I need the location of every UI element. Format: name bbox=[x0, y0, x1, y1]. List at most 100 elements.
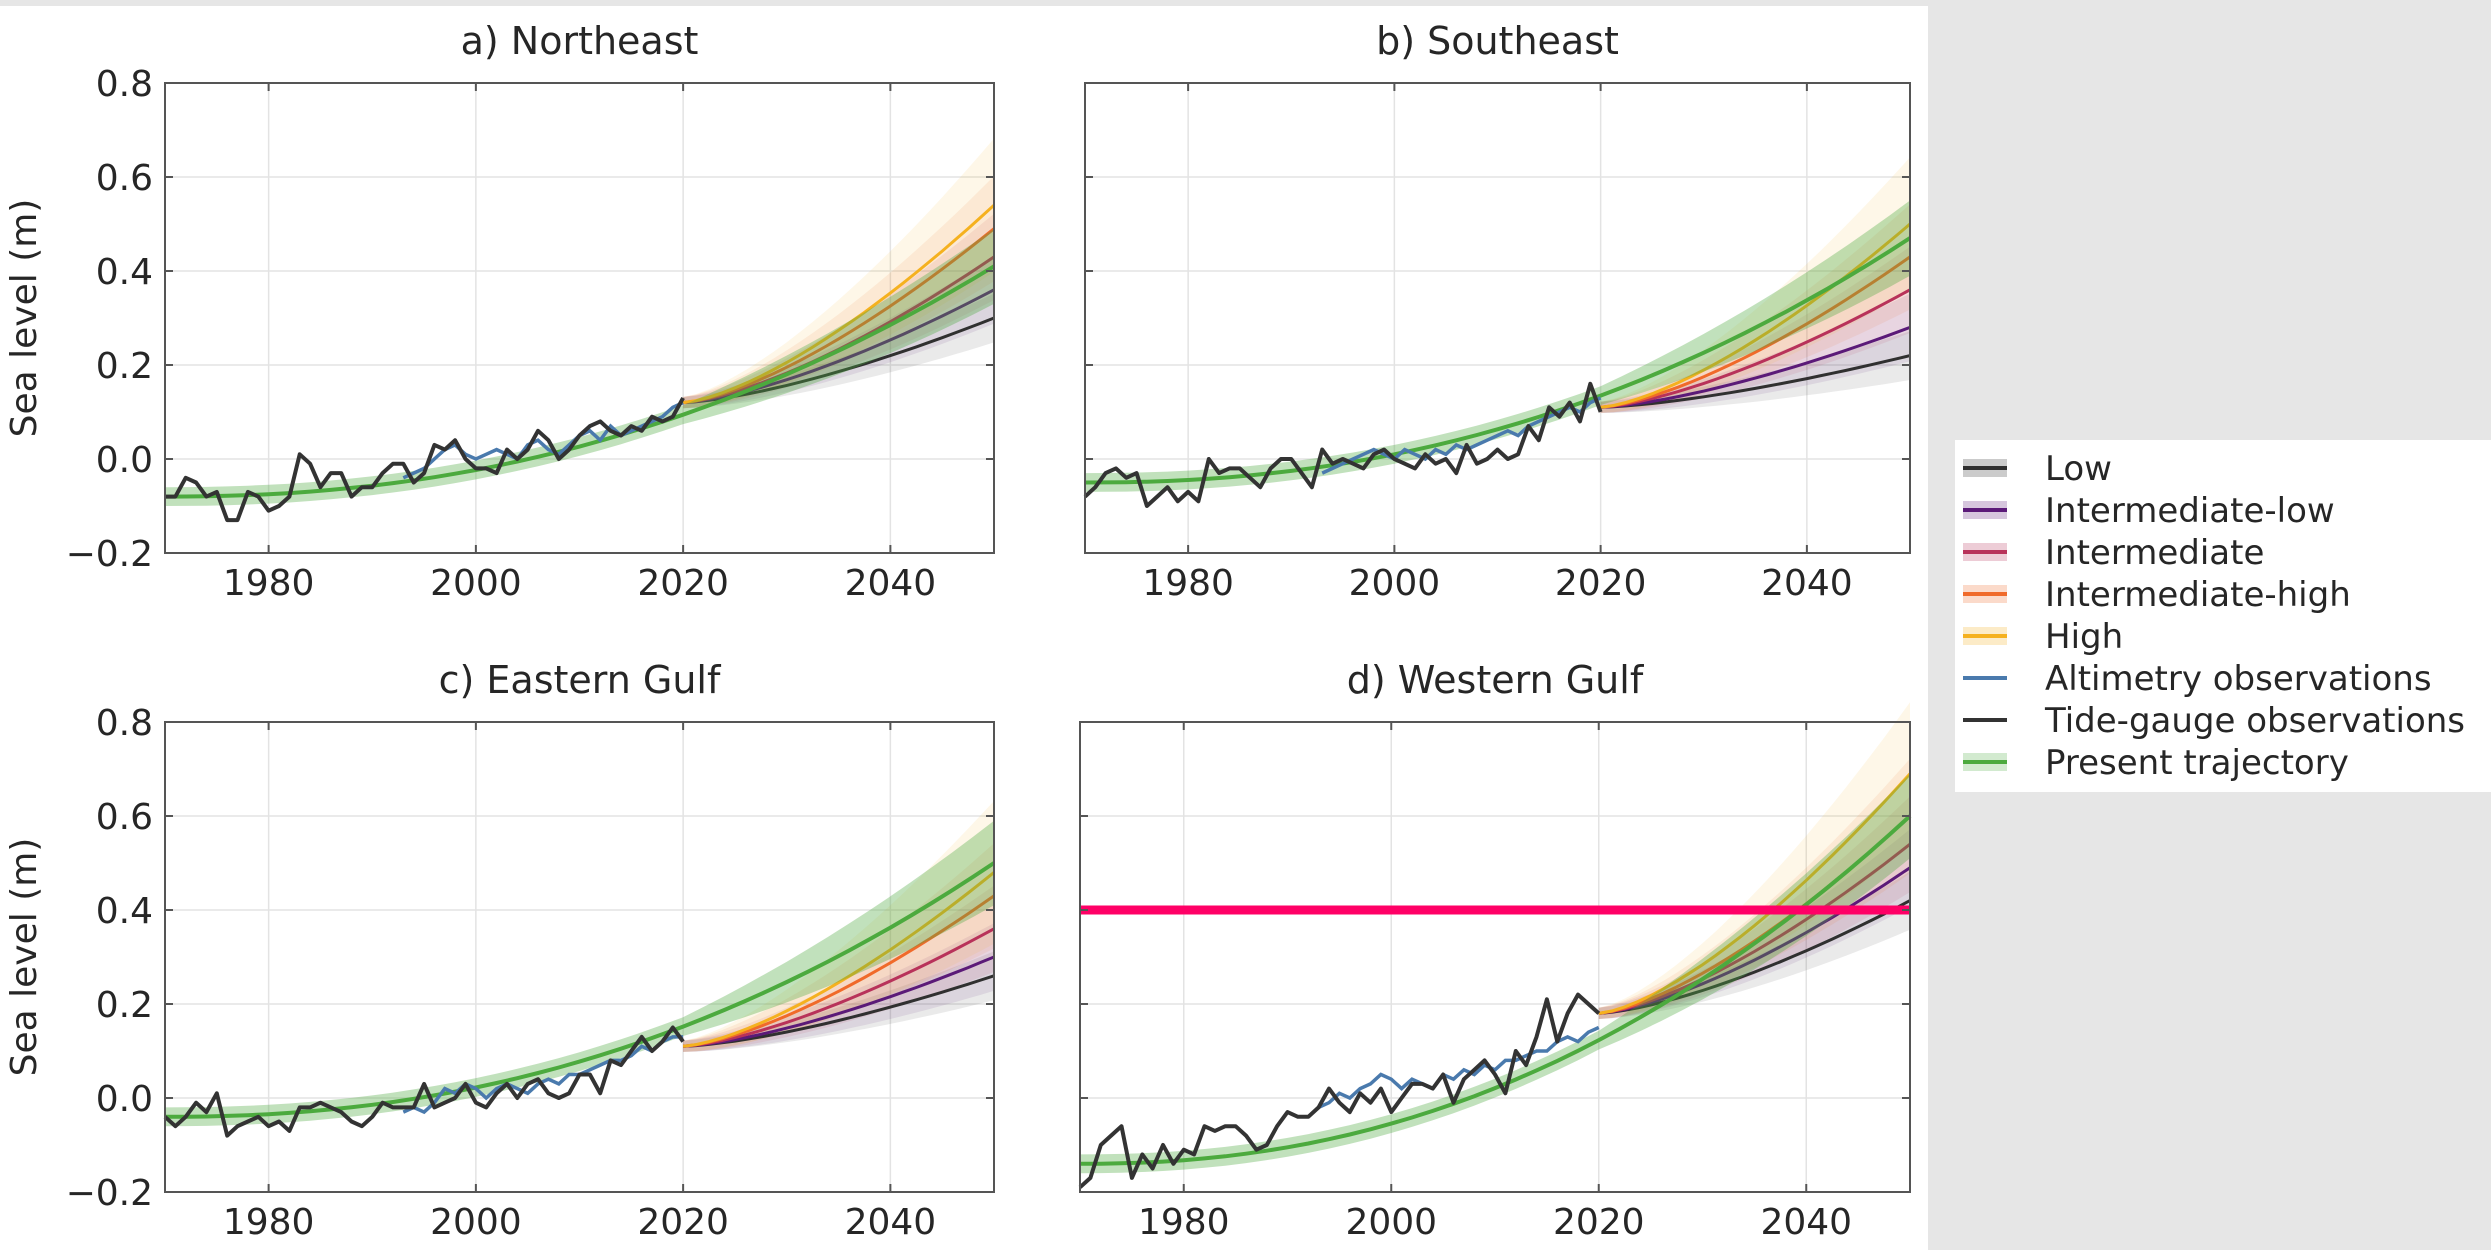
scenario-line-intermediate bbox=[682, 927, 995, 1048]
tide-gauge-series bbox=[1078, 992, 1601, 1189]
scenario-line-low bbox=[1598, 899, 1911, 1015]
scenario-line-intermediate bbox=[1600, 288, 1911, 409]
scenario-line-intermediate-high bbox=[1600, 255, 1911, 409]
legend-item: Intermediate bbox=[1963, 533, 2264, 573]
scenario-line-high bbox=[682, 204, 996, 405]
scenario-line-intermediate-low bbox=[1598, 866, 1911, 1015]
present-trajectory-line bbox=[164, 264, 996, 499]
tide-gauge-series bbox=[165, 396, 685, 523]
legend-label: Tide-gauge observations bbox=[2044, 701, 2465, 741]
scenario-line-intermediate-high bbox=[682, 227, 995, 405]
plot-frame bbox=[164, 721, 995, 1193]
x-tick-label: 2020 bbox=[637, 563, 729, 604]
x-tick-label: 2020 bbox=[1555, 563, 1647, 604]
x-tick-label: 2040 bbox=[845, 563, 937, 604]
x-tick-label: 2000 bbox=[1349, 563, 1441, 604]
panel-1: 1980 2000 2020 2040 −0.2 0.0 0.2 0.4 0.6 0.8 a) No… bbox=[4, 19, 996, 604]
scenario-band-high bbox=[683, 138, 994, 409]
panel-title: d) Western Gulf bbox=[1347, 658, 1645, 702]
panel-2: 1980 2000 2020 2040 b) Southeast bbox=[1083, 19, 1912, 604]
scenario-line-intermediate-low bbox=[682, 955, 995, 1048]
altimetry-series bbox=[402, 1035, 684, 1115]
legend-item: Low bbox=[1963, 449, 2112, 489]
x-tick-label: 2040 bbox=[1760, 1202, 1852, 1243]
x-tick-label: 2020 bbox=[637, 1202, 729, 1243]
legend-item: Tide-gauge observations bbox=[1963, 701, 2465, 741]
y-tick-label: 0.0 bbox=[96, 440, 153, 481]
present-trajectory-line bbox=[164, 861, 996, 1119]
legend-label: Present trajectory bbox=[2045, 743, 2349, 783]
x-tick-label: 1980 bbox=[1142, 563, 1234, 604]
y-tick-label: −0.2 bbox=[66, 534, 153, 575]
x-tick-label: 2000 bbox=[430, 563, 522, 604]
x-tick-label: 2040 bbox=[845, 1202, 937, 1243]
y-tick-label: 0.2 bbox=[96, 346, 153, 387]
tide-gauge-series bbox=[163, 1025, 685, 1138]
y-tick-label: 0.6 bbox=[96, 158, 153, 199]
present-trajectory-band bbox=[1080, 773, 1910, 1174]
y-tick-label: 0.0 bbox=[96, 1079, 153, 1120]
y-tick-label: 0.2 bbox=[96, 985, 153, 1026]
x-tick-label: 1980 bbox=[223, 1202, 315, 1243]
legend-label: Intermediate bbox=[2045, 533, 2264, 573]
altimetry-series bbox=[1317, 1025, 1600, 1109]
y-axis-label: Sea level (m) bbox=[4, 838, 45, 1077]
panel-4: 1980 2000 2020 2040 d) Western Gulf bbox=[1078, 658, 1912, 1243]
scenario-band-intermediate bbox=[683, 885, 994, 1052]
x-tick-label: 1980 bbox=[223, 563, 315, 604]
scenario-band-intermediate-high bbox=[1598, 758, 1910, 1019]
panel-grid: 1980 2000 2020 2040 −0.2 0.0 0.2 0.4 0.6 0.8 a) No… bbox=[4, 19, 1912, 1243]
panel-title: b) Southeast bbox=[1376, 19, 1619, 63]
scenario-band-high bbox=[1598, 702, 1910, 1019]
tide-gauge-series bbox=[1083, 381, 1603, 508]
legend-label: Intermediate-high bbox=[2045, 575, 2351, 615]
scenario-line-high bbox=[1600, 222, 1911, 409]
y-tick-label: −0.2 bbox=[66, 1173, 153, 1214]
x-tick-label: 2000 bbox=[430, 1202, 522, 1243]
panel-title: a) Northeast bbox=[461, 19, 699, 63]
y-tick-label: 0.4 bbox=[96, 891, 153, 932]
scenario-line-intermediate bbox=[1598, 843, 1911, 1015]
y-tick-label: 0.8 bbox=[96, 703, 153, 744]
y-axis-label: Sea level (m) bbox=[4, 199, 45, 438]
scenario-band-intermediate-low bbox=[683, 256, 994, 409]
legend-item: Altimetry observations bbox=[1963, 659, 2432, 699]
scenario-line-low bbox=[1600, 354, 1911, 409]
scenario-band-intermediate-high bbox=[683, 843, 994, 1052]
legend-label: Altimetry observations bbox=[2045, 659, 2432, 699]
x-tick-label: 2020 bbox=[1553, 1202, 1645, 1243]
legend-label: Low bbox=[2045, 449, 2112, 489]
legend-box bbox=[1955, 440, 2491, 792]
scenario-band-high bbox=[1600, 157, 1910, 413]
panels-background bbox=[0, 6, 1928, 1250]
panel-title: c) Eastern Gulf bbox=[439, 658, 722, 702]
legend-item: Intermediate-high bbox=[1963, 575, 2351, 615]
scenario-line-intermediate-low bbox=[1600, 325, 1911, 409]
y-tick-label: 0.4 bbox=[96, 252, 153, 293]
legend: LowIntermediate-lowIntermediateIntermedi… bbox=[1955, 440, 2491, 792]
legend-item: High bbox=[1963, 617, 2123, 657]
present-trajectory-line bbox=[1084, 236, 1912, 485]
x-tick-label: 2000 bbox=[1345, 1202, 1437, 1243]
scenario-band-intermediate-low bbox=[1598, 829, 1910, 1019]
panel-3: 1980 2000 2020 2040 −0.2 0.0 0.2 0.4 0.6 0.8 c) Ea… bbox=[4, 658, 996, 1243]
present-trajectory-band bbox=[165, 820, 994, 1127]
plot-frame bbox=[1084, 82, 1911, 554]
scenario-line-high bbox=[682, 871, 995, 1048]
legend-label: High bbox=[2045, 617, 2123, 657]
scenario-band-intermediate bbox=[683, 213, 994, 409]
present-trajectory-band bbox=[165, 228, 994, 506]
x-tick-label: 1980 bbox=[1138, 1202, 1230, 1243]
present-trajectory-line bbox=[1079, 814, 1912, 1166]
x-tick-label: 2040 bbox=[1761, 563, 1853, 604]
plot-frame bbox=[1079, 721, 1911, 1193]
scenario-band-intermediate-high bbox=[1600, 204, 1910, 413]
legend-item: Intermediate-low bbox=[1963, 491, 2335, 531]
scenario-line-intermediate-high bbox=[682, 894, 995, 1048]
legend-item: Present trajectory bbox=[1963, 743, 2349, 783]
plot-frame bbox=[164, 82, 995, 554]
scenario-line-high bbox=[1598, 772, 1912, 1015]
legend-label: Intermediate-low bbox=[2045, 491, 2335, 531]
y-tick-label: 0.6 bbox=[96, 797, 153, 838]
